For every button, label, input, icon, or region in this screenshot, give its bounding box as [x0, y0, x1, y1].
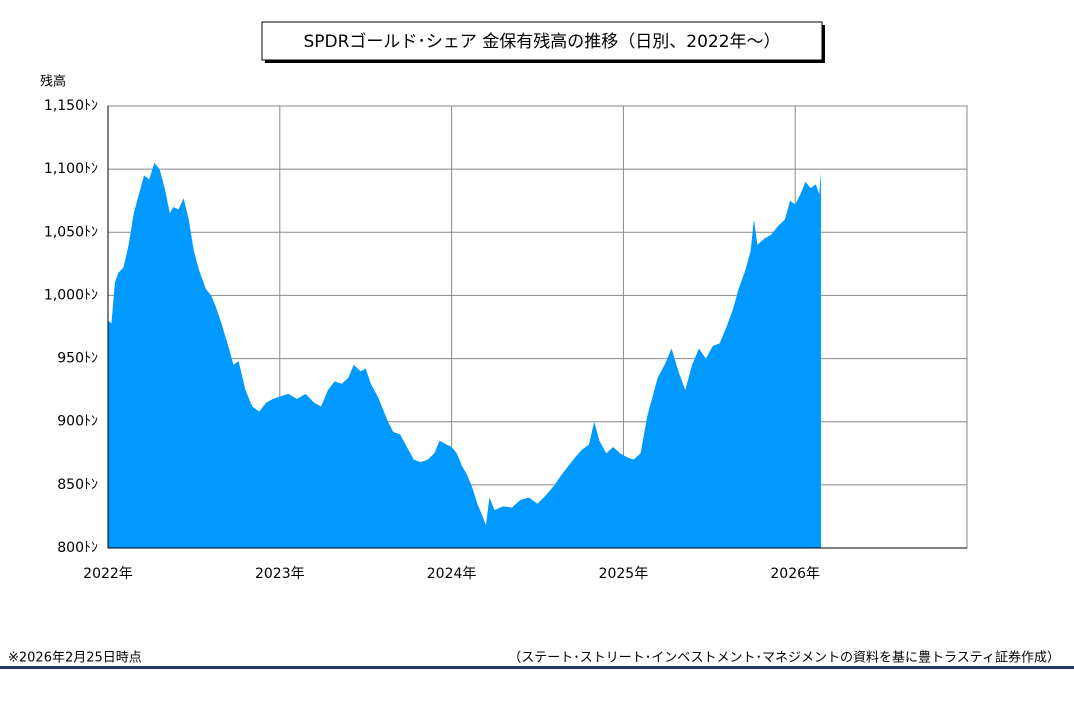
y-tick-label: 1,050ﾄﾝ: [44, 224, 98, 240]
x-tick-label: 2022年: [83, 566, 133, 582]
note: ※2026年2月25日時点: [8, 651, 142, 666]
footer-rule: [0, 666, 1074, 669]
source: （ステート･ストリート･インベストメント･マネジメントの資料を基に豊トラスティ証…: [508, 650, 1060, 666]
area: [108, 162, 821, 549]
y-tick-label: 900ﾄﾝ: [57, 414, 98, 430]
chart-title: SPDRゴールド･シェア 金保有残高の推移（日別、2022年～）: [303, 31, 780, 52]
y-tick-label: 950ﾄﾝ: [57, 351, 98, 367]
y-tick-label: 850ﾄﾝ: [57, 477, 98, 493]
y-tick-label: 800ﾄﾝ: [57, 540, 98, 556]
x-tick-label: 2026年: [770, 566, 820, 582]
x-tick-label: 2024年: [427, 566, 477, 582]
y-tick-label: 1,100ﾄﾝ: [44, 161, 98, 177]
x-tick-label: 2023年: [255, 566, 305, 582]
x-tick-label: 2025年: [599, 566, 649, 582]
y-tick-label: 1,000ﾄﾝ: [44, 287, 98, 303]
y-axis-label: 残高: [40, 74, 66, 90]
title-box: [261, 21, 823, 61]
y-tick-label: 1,150ﾄﾝ: [44, 98, 98, 114]
